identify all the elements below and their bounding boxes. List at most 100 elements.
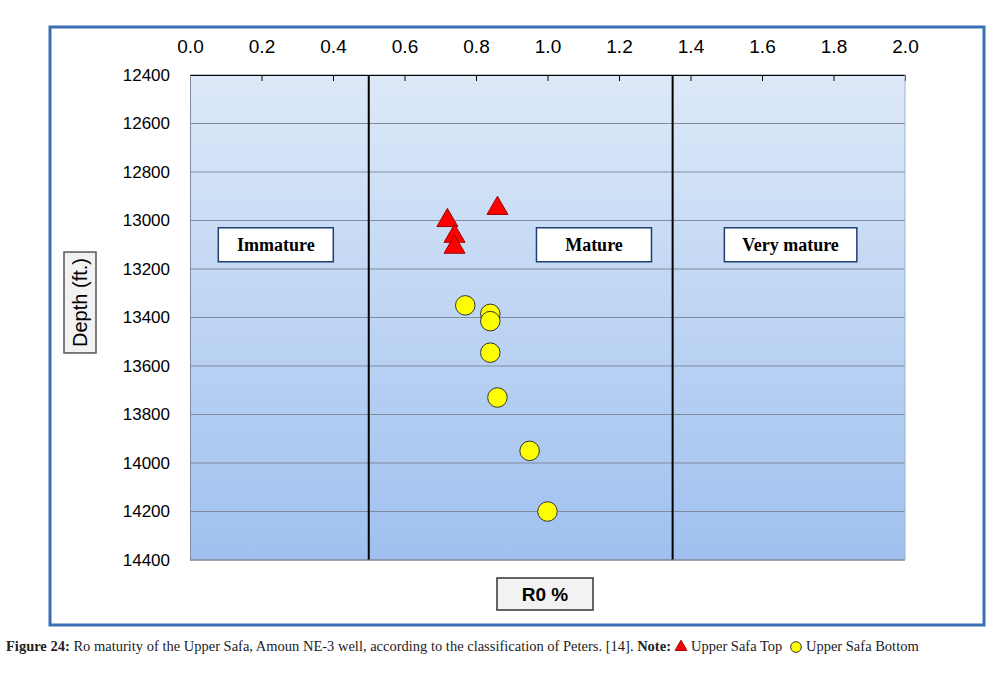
zone-label: Mature [565,235,623,255]
x-tick: 1.8 [821,36,847,81]
point-circle [481,343,501,363]
x-tick: 0.0 [177,36,203,81]
x-tick-mark [262,75,263,81]
y-tick: 14000 [123,454,190,473]
x-tick: 1.6 [749,36,775,81]
x-tick-mark [834,75,835,81]
grid-line [190,366,905,367]
y-tick-label: 14200 [123,502,170,521]
point-circle [488,388,508,408]
space [782,638,786,654]
x-tick: 0.2 [249,36,275,81]
x-tick: 1.2 [606,36,632,81]
series-0 [437,196,508,253]
zone-label-box: Very mature [724,228,856,262]
grid-line [190,269,905,270]
y-tick-label: 12400 [123,66,170,85]
legend-marker [789,639,803,653]
legend-entry: Upper Safa Bottom [806,638,919,654]
zone-label-box: Mature [536,228,651,262]
zone-label: Immature [237,235,315,255]
grid-line [190,220,905,221]
x-tick-label: 1.2 [606,36,632,57]
y-tick: 12400 [123,66,190,85]
boundaries [369,75,673,560]
y-tick: 13000 [123,211,190,230]
y-axis-title: Depth (ft.) [69,258,91,347]
point-circle [456,296,476,316]
x-tick-label: 1.4 [678,36,705,57]
y-axis: 1240012600128001300013200134001360013800… [123,66,191,570]
plot-area [190,75,905,560]
x-tick-mark [333,75,334,81]
x-axis-title: R0 % [522,584,569,605]
x-tick-mark [619,75,620,81]
grid-line [190,560,905,561]
x-tick: 1.4 [678,36,705,81]
y-tick: 13600 [123,357,190,376]
zone-box [536,228,651,262]
x-label-box [497,578,593,610]
outer-frame [50,27,984,625]
grid-line [190,172,905,173]
grid-line [190,123,905,124]
y-tick-label: 13400 [123,308,170,327]
x-tick-label: 1.8 [821,36,847,57]
points [437,196,557,521]
zone-label-box: Immature [218,228,333,262]
point-circle [538,502,558,522]
series-1 [456,296,558,522]
x-tick-label: 0.6 [392,36,418,57]
caption-label: Figure 24: [6,638,70,654]
zone-label: Very mature [742,235,838,255]
x-tick-mark [548,75,549,81]
plot-right-edge [905,75,906,560]
y-tick: 13400 [123,308,190,327]
caption-text: Ro maturity of the Upper Safa, Amoun NE-… [73,638,633,654]
y-tick: 13800 [123,405,190,424]
legend-symbol [791,642,802,653]
y-tick-label: 13200 [123,260,170,279]
grid-line [190,317,905,318]
x-label-group: R0 % [497,578,593,610]
grid-line [190,463,905,464]
point-triangle [487,196,508,214]
y-axis-line [190,76,191,561]
y-tick-label: 13000 [123,211,170,230]
x-tick-mark [476,75,477,81]
y-tick: 13200 [123,260,190,279]
caption-note: Note: [637,638,671,654]
y-label-box [64,252,96,353]
grid-line [190,414,905,415]
plot-bottom-edge [190,560,905,561]
grid [190,75,905,560]
x-tick-label: 0.2 [249,36,275,57]
space [634,638,638,654]
y-tick-label: 12600 [123,114,170,133]
x-tick-label: 1.6 [749,36,775,57]
legend-entry: Upper Safa Top [691,638,782,654]
x-tick-mark [691,75,692,81]
x-tick-label: 1.0 [535,36,561,57]
x-tick-label: 0.8 [463,36,489,57]
x-tick: 0.6 [392,36,418,81]
x-tick-label: 0.0 [177,36,203,57]
x-axis: 0.00.20.40.60.81.01.21.41.61.82.0 [177,36,918,81]
x-tick-mark [762,75,763,81]
legend-marker [674,639,688,653]
y-tick: 12600 [123,114,190,133]
y-tick-label: 13600 [123,357,170,376]
caption: Figure 24: Ro maturity of the Upper Safa… [6,636,981,656]
x-tick: 1.0 [535,36,561,81]
y-label-group: Depth (ft.) [64,252,96,353]
legend-symbol [675,640,687,650]
point-circle [481,311,501,331]
space [70,638,74,654]
y-tick-label: 14400 [123,551,170,570]
y-tick: 14400 [123,551,190,570]
y-tick: 14200 [123,502,190,521]
point-circle [520,441,540,461]
x-tick: 0.8 [463,36,489,81]
zone-box [724,228,856,262]
boundary-line [368,75,370,560]
